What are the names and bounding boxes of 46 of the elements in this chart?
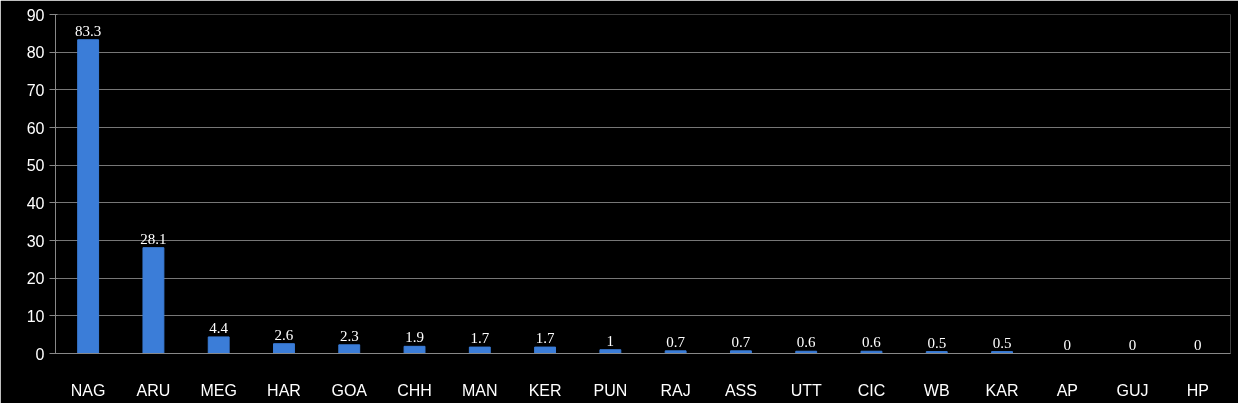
x-tick-label: ASS bbox=[724, 381, 757, 399]
y-tick-label: 40 bbox=[26, 194, 45, 212]
x-tick-label: RAJ bbox=[660, 381, 691, 399]
data-label: 0.7 bbox=[731, 333, 751, 350]
y-tick-label: 0 bbox=[35, 345, 45, 363]
data-label: 1.9 bbox=[405, 329, 424, 346]
data-label: 0.5 bbox=[927, 334, 947, 351]
y-tick-label: 20 bbox=[26, 270, 45, 288]
x-tick-label: AP bbox=[1056, 381, 1078, 399]
y-tick-label: 30 bbox=[26, 232, 45, 250]
y-tick-label: 50 bbox=[26, 157, 45, 175]
data-label: 1.7 bbox=[535, 330, 555, 347]
y-tick-label: 10 bbox=[26, 307, 45, 325]
data-label: 0.7 bbox=[666, 333, 686, 350]
x-tick-label: MAN bbox=[462, 381, 498, 399]
data-label: 1 bbox=[606, 332, 615, 349]
data-label: 0 bbox=[1128, 336, 1137, 353]
data-label: 0.6 bbox=[796, 334, 817, 351]
x-tick-label: CHH bbox=[397, 381, 432, 399]
y-tick-label: 80 bbox=[26, 44, 45, 62]
x-tick-label: PUN bbox=[593, 381, 628, 399]
x-tick-label: NAG bbox=[70, 381, 106, 399]
x-tick-label: CIC bbox=[857, 381, 886, 399]
x-tick-label: HAR bbox=[267, 381, 301, 399]
data-label: 1.7 bbox=[470, 330, 490, 347]
x-tick-label: GOA bbox=[331, 381, 368, 399]
data-label: 28.1 bbox=[140, 230, 167, 247]
x-tick-label: KER bbox=[528, 381, 562, 399]
data-label: 0 bbox=[1194, 336, 1202, 353]
y-tick-label: 70 bbox=[26, 81, 45, 99]
data-label: 4.4 bbox=[209, 319, 229, 336]
x-tick-label: KAR bbox=[985, 381, 1019, 399]
data-label: 0.5 bbox=[992, 334, 1012, 351]
y-tick-label: 60 bbox=[26, 119, 45, 137]
x-tick-label: WB bbox=[923, 381, 950, 399]
x-tick-label: UTT bbox=[790, 381, 822, 399]
data-label: 2.6 bbox=[274, 326, 294, 343]
data-label: 83.3 bbox=[75, 22, 102, 39]
y-tick-label: 90 bbox=[26, 6, 45, 24]
x-tick-label: GUJ bbox=[1116, 381, 1149, 399]
data-label: 0.6 bbox=[862, 334, 882, 351]
data-label: 0 bbox=[1063, 336, 1072, 353]
x-tick-label: MEG bbox=[200, 381, 237, 399]
x-tick-label: HP bbox=[1186, 381, 1209, 399]
x-tick-label: ARU bbox=[136, 381, 171, 399]
data-label: 2.3 bbox=[339, 327, 359, 344]
